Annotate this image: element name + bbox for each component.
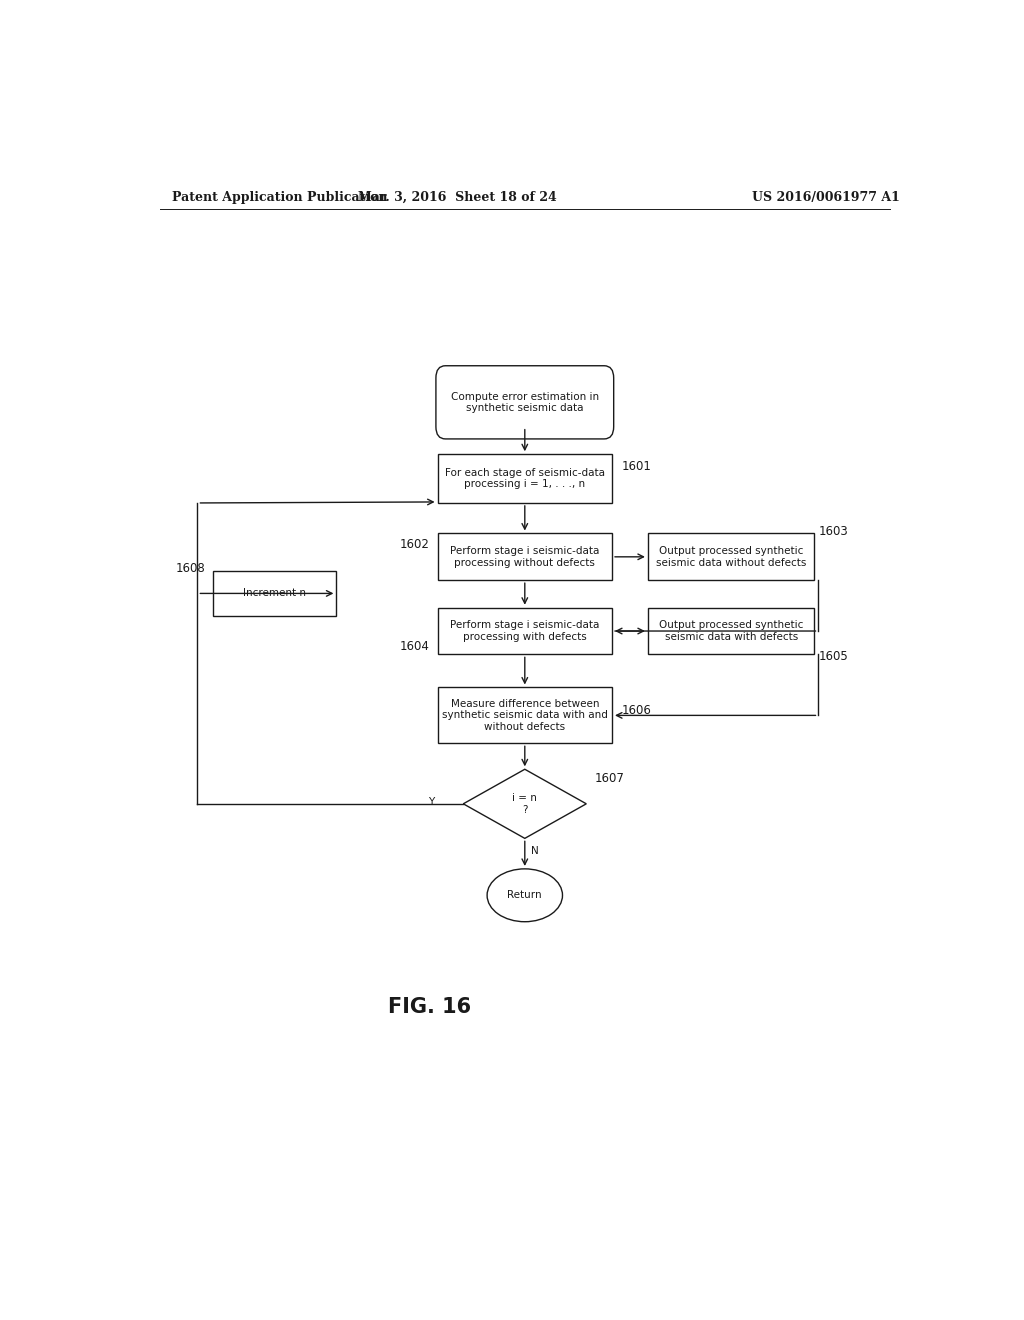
Bar [648, 533, 814, 581]
Text: Y: Y [428, 797, 434, 807]
Text: US 2016/0061977 A1: US 2016/0061977 A1 [753, 190, 900, 203]
Text: 1605: 1605 [818, 649, 848, 663]
Text: FIG. 16: FIG. 16 [388, 997, 471, 1018]
Text: Output processed synthetic
seismic data without defects: Output processed synthetic seismic data … [656, 546, 806, 568]
Text: Increment n: Increment n [244, 589, 306, 598]
Text: 1603: 1603 [818, 525, 848, 539]
Text: Compute error estimation in
synthetic seismic data: Compute error estimation in synthetic se… [451, 392, 599, 413]
Polygon shape [463, 770, 587, 838]
Bar [213, 572, 336, 616]
Text: Output processed synthetic
seismic data with defects: Output processed synthetic seismic data … [659, 620, 803, 642]
Text: 1608: 1608 [175, 561, 205, 574]
FancyBboxPatch shape [436, 366, 613, 440]
Text: N: N [531, 846, 539, 855]
Text: Measure difference between
synthetic seismic data with and
without defects: Measure difference between synthetic sei… [442, 698, 607, 733]
Text: Return: Return [508, 890, 542, 900]
Bar [437, 533, 612, 581]
Text: Perform stage i seismic-data
processing without defects: Perform stage i seismic-data processing … [451, 546, 599, 568]
Text: i = n
?: i = n ? [512, 793, 538, 814]
Text: Mar. 3, 2016  Sheet 18 of 24: Mar. 3, 2016 Sheet 18 of 24 [358, 190, 557, 203]
Text: 1602: 1602 [399, 539, 429, 552]
Text: 1601: 1601 [622, 459, 651, 473]
Text: 1604: 1604 [399, 640, 429, 653]
Bar [437, 607, 612, 655]
Text: Perform stage i seismic-data
processing with defects: Perform stage i seismic-data processing … [451, 620, 599, 642]
Bar [648, 607, 814, 655]
Bar [437, 454, 612, 503]
Text: 1606: 1606 [622, 704, 651, 717]
Ellipse shape [487, 869, 562, 921]
Text: Patent Application Publication: Patent Application Publication [172, 190, 387, 203]
Text: For each stage of seismic-data
processing i = 1, . . ., n: For each stage of seismic-data processin… [444, 467, 605, 490]
Bar [437, 688, 612, 743]
Text: 1607: 1607 [594, 772, 624, 785]
